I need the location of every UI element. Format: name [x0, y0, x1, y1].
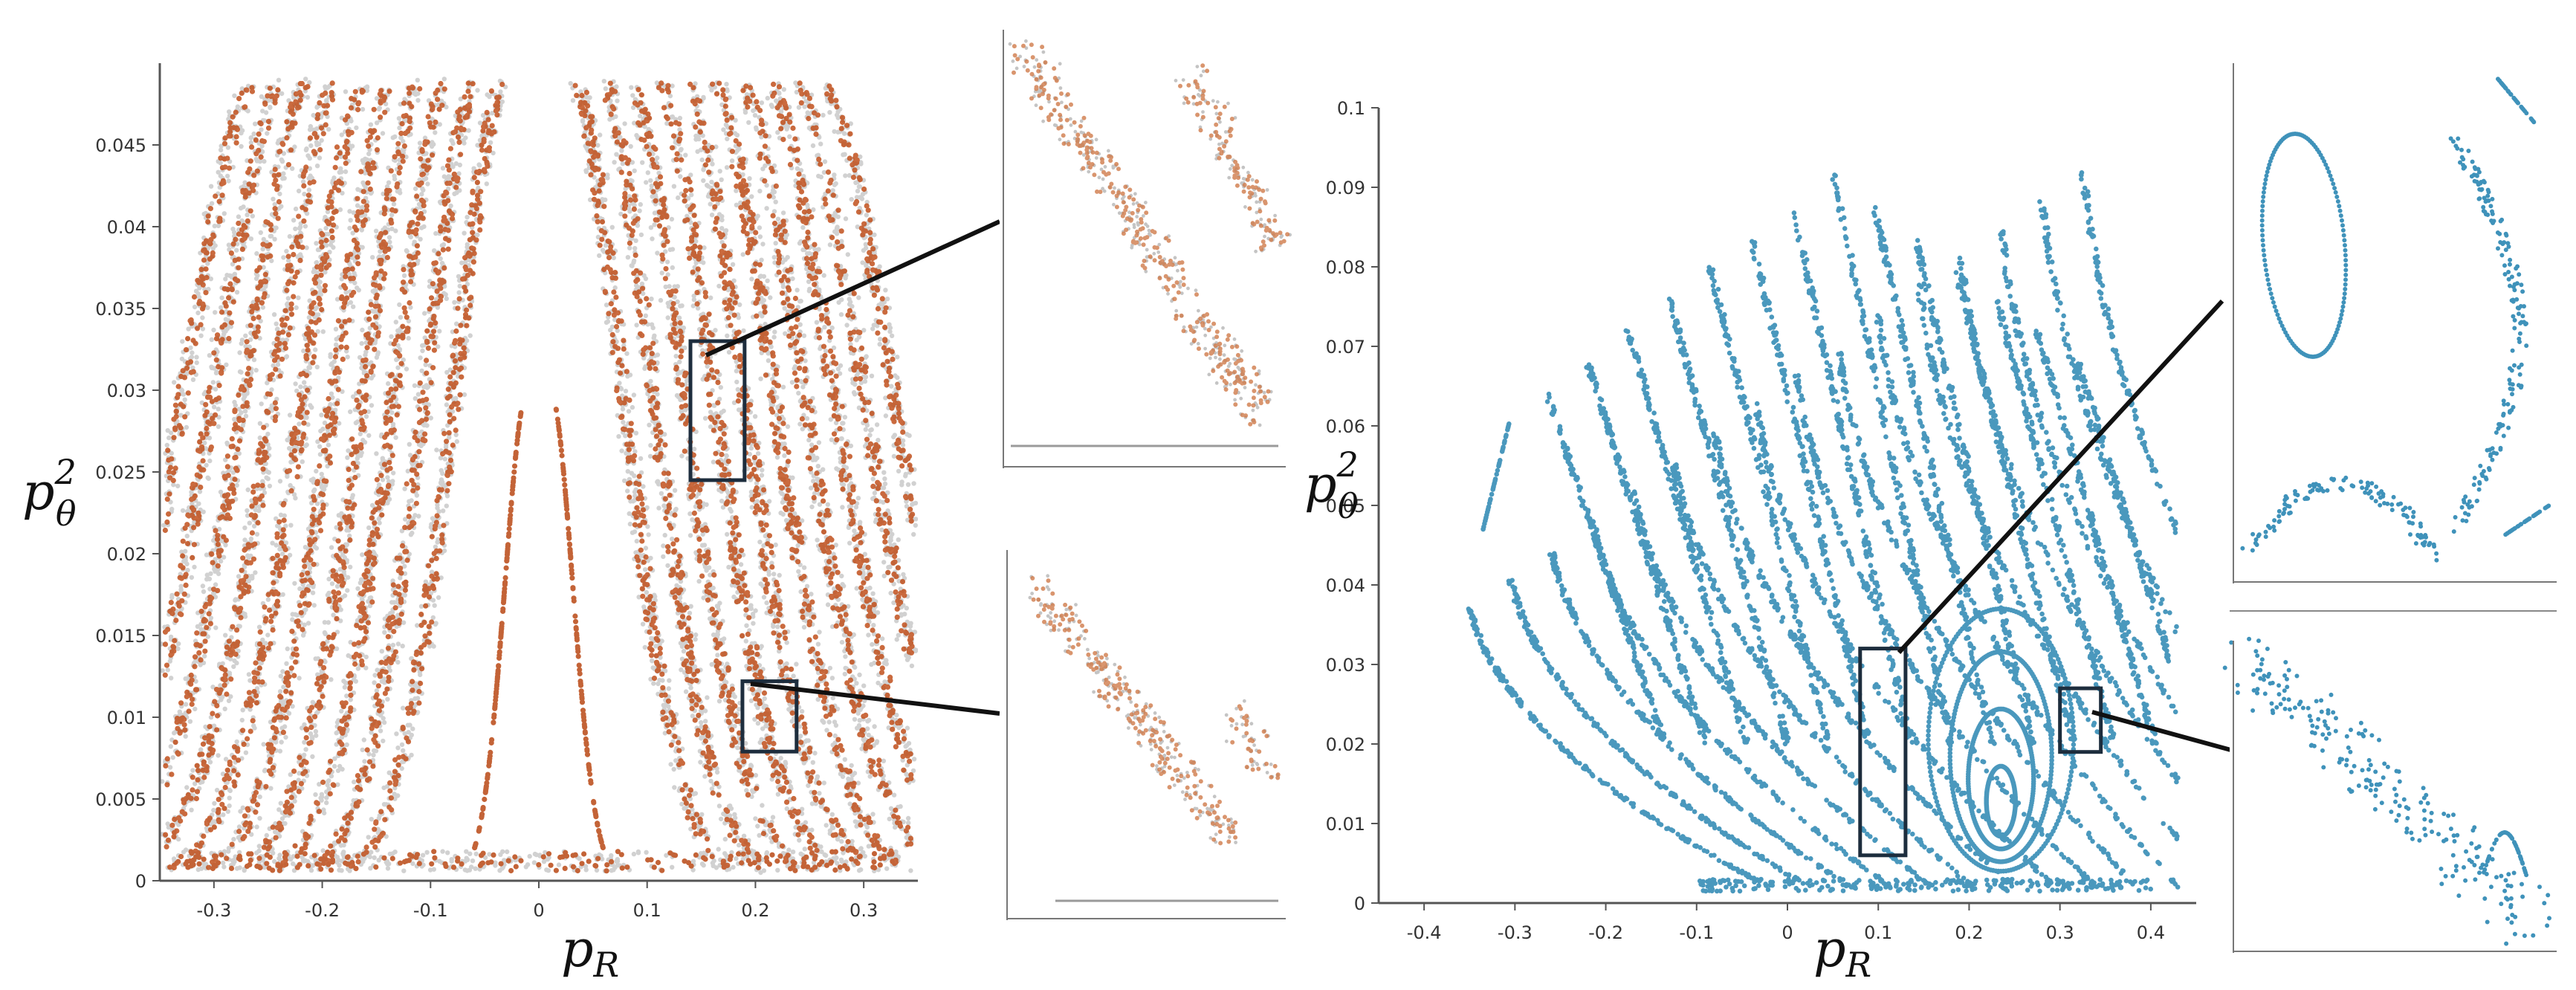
zoom-box	[740, 679, 799, 754]
x-tick-label: 0.2	[741, 900, 769, 921]
y-tick-label: 0.03	[1326, 655, 1365, 676]
y-tick-label: 0.045	[95, 135, 146, 156]
right-y-ticks: 0 0.01 0.02 0.03 0.04 0.05 0.06 0.07 0.08 0.09 0.1	[1326, 98, 1379, 914]
x-tick-label: -0.4	[1407, 922, 1442, 943]
left-y-ticks: 0 0.005 0.01 0.015 0.02 0.025 0.03 0.035 0.04 0.0…	[95, 135, 160, 892]
left-inset-top	[1000, 30, 1292, 468]
x-tick-label: -0.1	[1679, 922, 1714, 943]
y-tick-label: 0.04	[1326, 575, 1365, 596]
x-tick-label: 0.3	[850, 900, 878, 921]
scatter-points	[1178, 63, 1290, 252]
scatter-points	[1030, 576, 1238, 846]
x-tick-label: -0.3	[1498, 922, 1533, 943]
left-data-points	[160, 77, 918, 876]
y-tick-label: 0.015	[95, 626, 146, 647]
y-tick-label: 0.05	[1326, 496, 1365, 517]
scatter-points	[1012, 42, 1271, 427]
scatter-points	[1174, 65, 1292, 253]
x-tick-label: 0.3	[2046, 922, 2074, 943]
right-x-axis-label: pR	[1813, 920, 1871, 985]
left-inset-bottom	[1000, 550, 1286, 922]
y-tick-label: 0.035	[95, 299, 146, 320]
right-x-ticks: -0.4 -0.3 -0.2 -0.1 0 0.1 0.2 0.3 0.4	[1407, 903, 2165, 943]
y-tick-label: 0.02	[1326, 734, 1365, 755]
scatter-points	[1008, 39, 1273, 427]
x-tick-label: -0.1	[413, 900, 448, 921]
right-chart: -0.4 -0.3 -0.2 -0.1 0 0.1 0.2 0.3 0.4 00.010.020…	[1304, 63, 2557, 985]
zoom-box	[688, 339, 747, 482]
left-zoom-connectors	[705, 219, 1001, 716]
left-chart: -0.3 -0.2 -0.1 0 0.1 0.2 0.3 0 0.005 0.01 0.015 0.…	[22, 30, 1292, 985]
right-data-points	[1466, 169, 2181, 894]
y-tick-label: 0.02	[107, 544, 146, 565]
y-tick-label: 0.01	[1326, 814, 1365, 835]
right-inset-bottom	[2222, 636, 2557, 953]
x-tick-label: 0.1	[633, 900, 661, 921]
x-tick-label: -0.2	[1588, 922, 1623, 943]
y-tick-label: 0.08	[1326, 257, 1365, 278]
y-tick-label: 0.01	[107, 708, 146, 728]
y-tick-label: 0.005	[95, 789, 146, 810]
y-tick-label: 0	[135, 871, 146, 892]
scatter-points	[162, 80, 916, 874]
y-tick-label: 0.09	[1326, 178, 1365, 198]
y-tick-label: 0.07	[1326, 337, 1365, 358]
right-zoom-boxes	[1858, 647, 2103, 858]
x-tick-label: 0	[533, 900, 544, 921]
left-x-axis-label: pR	[561, 920, 619, 985]
y-tick-label: 0.1	[1337, 98, 1365, 119]
zoom-box	[2058, 686, 2103, 754]
x-tick-label: -0.3	[196, 900, 231, 921]
x-tick-label: 0.2	[1955, 922, 1983, 943]
right-y-axis-label: p2 θ	[1304, 444, 1359, 526]
y-tick-label: 0.06	[1326, 416, 1365, 437]
left-inset-top-points	[1008, 39, 1292, 447]
y-tick-label: 0.04	[107, 217, 146, 238]
x-tick-label: 0.4	[2137, 922, 2165, 943]
x-tick-label: 0.1	[1864, 922, 1892, 943]
x-tick-label: 0	[1781, 922, 1793, 943]
right-inset-top	[2230, 63, 2557, 583]
y-tick-label: 0.025	[95, 462, 146, 483]
right-plot-area: -0.4 -0.3 -0.2 -0.1 0 0.1 0.2 0.3 0.4 00.010.020…	[1326, 98, 2196, 943]
left-y-axis-label: p2 θ	[22, 452, 77, 534]
right-zoom-connectors	[1897, 299, 2234, 753]
scatter-points	[1028, 574, 1237, 844]
left-plot-area: -0.3 -0.2 -0.1 0 0.1 0.2 0.3 0 0.005 0.01 0.015 0.…	[95, 63, 918, 921]
y-tick-label: 0	[1354, 893, 1365, 914]
x-tick-label: -0.2	[305, 900, 340, 921]
left-zoom-boxes	[688, 339, 799, 754]
left-inset-bottom-points	[1028, 574, 1281, 902]
scatter-points	[1466, 169, 2181, 894]
left-x-ticks: -0.3 -0.2 -0.1 0 0.1 0.2 0.3	[196, 881, 878, 921]
y-tick-label: 0.03	[107, 381, 146, 401]
zoom-box	[1858, 647, 1908, 858]
